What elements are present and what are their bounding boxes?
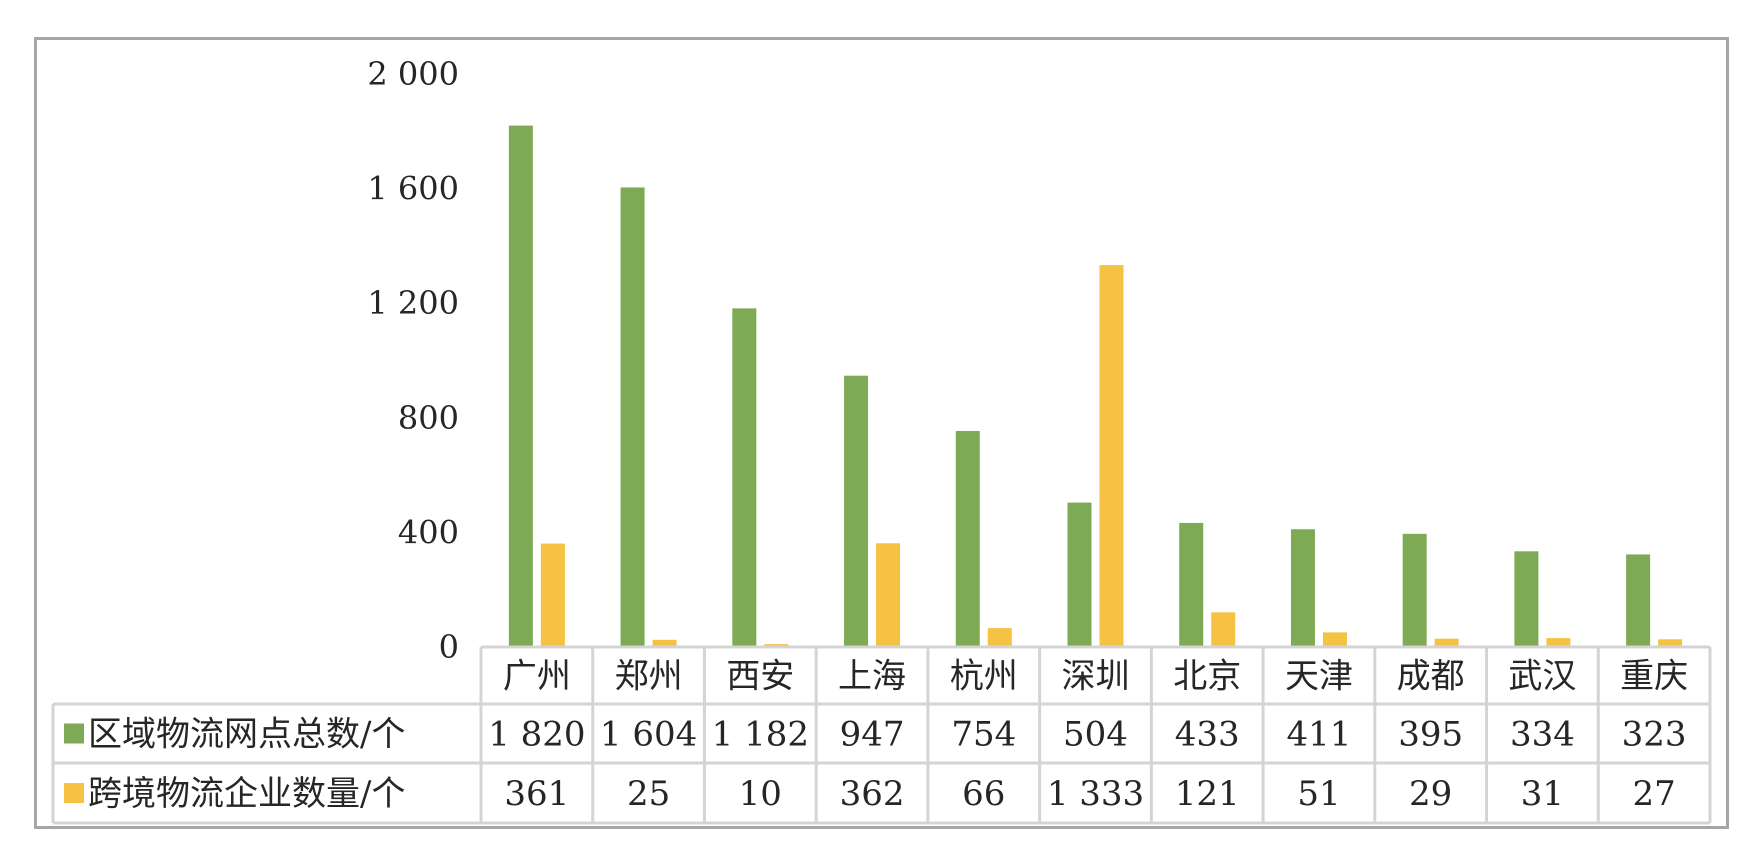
data-label: 27 xyxy=(1633,774,1676,814)
bar-series-2 xyxy=(987,628,1012,647)
bar-series-2 xyxy=(1434,638,1459,647)
x-tick-label: 广州 xyxy=(503,657,571,697)
x-tick-label: 武汉 xyxy=(1508,657,1576,697)
y-tick-label: 800 xyxy=(398,399,459,437)
bar-series-2 xyxy=(652,639,677,647)
y-tick-label: 1 200 xyxy=(367,284,459,322)
bar-series-1 xyxy=(1179,522,1204,647)
data-label: 29 xyxy=(1409,774,1452,814)
data-label: 362 xyxy=(840,774,905,814)
x-tick-label: 上海 xyxy=(838,657,906,697)
bars-layer xyxy=(508,125,1683,648)
x-tick-label: 深圳 xyxy=(1062,657,1130,697)
data-label: 433 xyxy=(1175,715,1240,755)
chart-frame xyxy=(34,37,1729,829)
bar-series-2 xyxy=(540,543,565,647)
bar-series-2 xyxy=(876,543,901,647)
data-label: 361 xyxy=(504,774,569,814)
x-tick-label: 郑州 xyxy=(615,657,683,697)
bar-series-2 xyxy=(1546,638,1571,647)
legend-label: 区域物流网点总数/个 xyxy=(88,715,405,755)
y-tick-label: 1 600 xyxy=(367,170,459,208)
data-label: 1 182 xyxy=(712,715,809,755)
data-label: 1 333 xyxy=(1047,774,1144,814)
y-tick-label: 0 xyxy=(439,628,459,666)
x-tick-label: 杭州 xyxy=(950,657,1018,697)
data-label: 334 xyxy=(1510,715,1575,755)
bar-series-2 xyxy=(1658,639,1683,647)
bar-series-2 xyxy=(1099,265,1124,647)
data-label: 395 xyxy=(1398,715,1463,755)
data-label: 10 xyxy=(739,774,782,814)
y-tick-label: 400 xyxy=(398,513,459,551)
data-label: 121 xyxy=(1175,774,1240,814)
data-label: 947 xyxy=(840,715,905,755)
legend-key xyxy=(64,723,84,744)
bar-series-1 xyxy=(1514,551,1539,647)
data-label: 66 xyxy=(962,774,1005,814)
bar-series-1 xyxy=(844,375,869,647)
x-tick-label: 重庆 xyxy=(1620,657,1688,697)
data-label: 51 xyxy=(1297,774,1340,814)
bar-series-1 xyxy=(508,125,533,647)
x-tick-label: 北京 xyxy=(1173,657,1241,697)
bar-series-1 xyxy=(732,308,757,647)
legend-key xyxy=(64,783,84,803)
bar-series-2 xyxy=(1211,612,1236,647)
data-label: 504 xyxy=(1063,715,1128,755)
y-tick-label: 2 000 xyxy=(367,55,459,93)
data-label: 31 xyxy=(1521,774,1564,814)
bar-series-1 xyxy=(955,430,980,647)
data-label: 1 604 xyxy=(600,715,697,755)
bar-series-1 xyxy=(1626,554,1651,647)
data-label: 1 820 xyxy=(488,715,585,755)
bar-series-2 xyxy=(1322,632,1347,647)
bar-series-1 xyxy=(1402,533,1427,647)
x-tick-label: 成都 xyxy=(1397,657,1465,697)
x-tick-label: 西安 xyxy=(726,657,794,697)
data-label: 754 xyxy=(951,715,1016,755)
data-label: 411 xyxy=(1287,715,1352,755)
x-tick-label: 天津 xyxy=(1285,657,1353,697)
y-axis: 0 400 800 1 200 1 600 2 000 xyxy=(367,55,459,666)
bar-series-1 xyxy=(620,187,645,648)
bar-series-1 xyxy=(1290,529,1315,647)
data-label: 323 xyxy=(1622,715,1687,755)
bar-series-1 xyxy=(1067,502,1092,647)
legend-label: 跨境物流企业数量/个 xyxy=(88,774,405,814)
data-label: 25 xyxy=(627,774,670,814)
